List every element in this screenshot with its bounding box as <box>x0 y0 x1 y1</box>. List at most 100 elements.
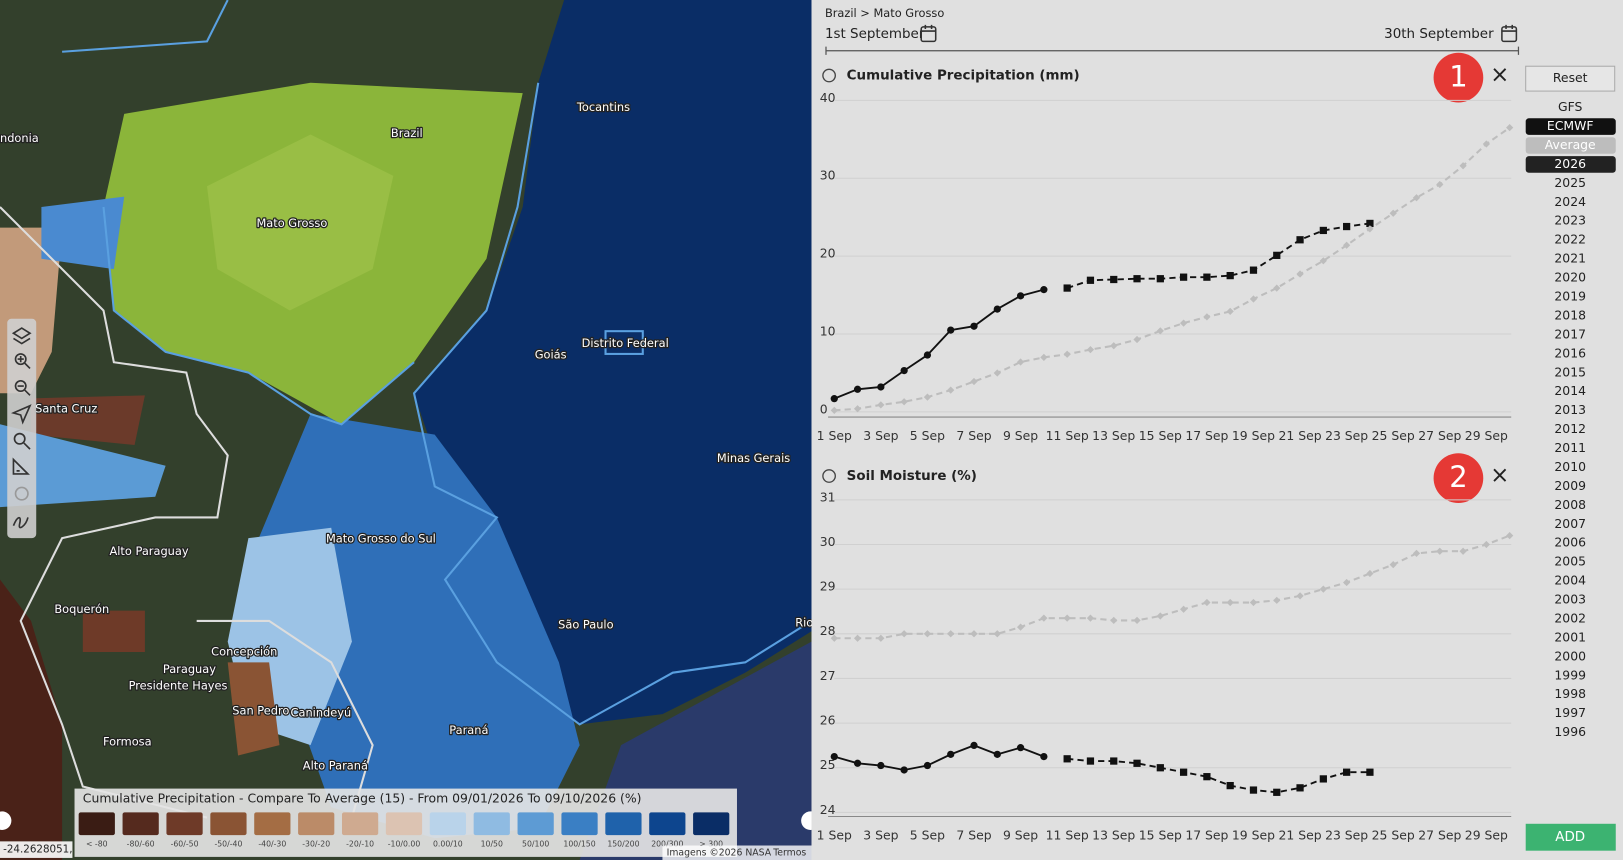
sidebar-item[interactable]: 1997 <box>1554 705 1586 720</box>
sidebar-item[interactable]: GFS <box>1558 99 1583 114</box>
legend-label: -20/-10 <box>346 839 374 848</box>
sidebar-item[interactable]: 2002 <box>1554 610 1586 625</box>
sidebar-item[interactable]: 2016 <box>1554 345 1586 360</box>
sidebar-item[interactable]: 2006 <box>1554 535 1586 550</box>
sidebar-item[interactable]: 2024 <box>1554 194 1586 209</box>
zoom-in-tool[interactable] <box>14 353 27 366</box>
date-slider[interactable] <box>825 46 1520 55</box>
series-line <box>1066 222 1371 289</box>
sidebar-item[interactable]: ECMWF <box>1547 118 1594 133</box>
data-point <box>853 385 862 393</box>
sidebar-item[interactable]: 2001 <box>1554 629 1586 644</box>
data-point <box>923 351 932 359</box>
sidebar-item[interactable]: 2015 <box>1554 364 1586 379</box>
legend-swatch[interactable] <box>78 812 115 836</box>
sidebar-item[interactable]: 2009 <box>1554 478 1586 493</box>
sidebar-item[interactable]: 2023 <box>1554 213 1586 228</box>
legend-swatch[interactable] <box>341 812 379 836</box>
sidebar-selected[interactable] <box>1525 118 1616 135</box>
close-button[interactable]: × <box>1490 62 1509 88</box>
legend-swatch[interactable] <box>517 812 554 836</box>
add-button[interactable] <box>1525 823 1616 851</box>
sidebar-item[interactable]: 2003 <box>1554 592 1586 607</box>
y-tick-label: 10 <box>820 323 836 338</box>
draw-tool[interactable] <box>12 516 29 529</box>
data-point <box>1273 284 1281 292</box>
data-point <box>947 386 955 394</box>
sidebar-item[interactable]: 1996 <box>1554 724 1586 739</box>
legend-swatch[interactable] <box>385 812 423 836</box>
sidebar-item[interactable]: 2007 <box>1554 516 1586 531</box>
sidebar-item[interactable]: 2011 <box>1554 440 1586 455</box>
x-tick-label: 21 Sep <box>1278 428 1321 443</box>
zoom-out-tool[interactable] <box>14 380 27 393</box>
legend-swatch[interactable] <box>473 812 510 836</box>
sidebar-item[interactable]: 2000 <box>1554 648 1586 663</box>
legend-swatch[interactable] <box>210 812 247 836</box>
sidebar-item[interactable]: 2010 <box>1554 459 1586 474</box>
x-tick-label: 29 Sep <box>1465 828 1508 843</box>
data-point <box>1273 788 1281 796</box>
layers-tool[interactable] <box>11 327 32 345</box>
data-point <box>1249 295 1258 303</box>
sidebar-item[interactable]: 2026 <box>1554 156 1586 171</box>
legend-swatch[interactable] <box>298 812 335 836</box>
sidebar-item[interactable]: 2017 <box>1554 326 1586 341</box>
x-tick-label: 27 Sep <box>1418 828 1461 843</box>
sidebar-item[interactable]: 2004 <box>1554 573 1586 588</box>
data-point <box>1436 180 1444 189</box>
legend-swatch[interactable] <box>649 812 686 836</box>
legend-swatch[interactable] <box>166 812 203 836</box>
y-tick-label: 0 <box>820 401 828 416</box>
close-button[interactable]: × <box>1490 463 1509 489</box>
sidebar-item[interactable]: 2008 <box>1554 497 1586 512</box>
data-point <box>1203 313 1211 321</box>
sidebar-item[interactable]: 2012 <box>1554 421 1586 436</box>
sidebar-item[interactable]: 2025 <box>1554 175 1586 190</box>
sidebar-item[interactable]: 2018 <box>1554 307 1586 322</box>
sidebar-item[interactable]: 2019 <box>1554 289 1586 304</box>
end-date[interactable]: 30th September <box>1384 27 1494 42</box>
calendar-icon[interactable] <box>920 26 937 43</box>
border <box>0 206 229 819</box>
data-point <box>970 630 978 638</box>
border <box>62 0 229 53</box>
sidebar-item[interactable]: 2013 <box>1554 402 1586 417</box>
legend-swatch[interactable] <box>605 812 642 836</box>
legend-swatch[interactable] <box>693 812 730 836</box>
data-point <box>1343 578 1351 587</box>
sidebar-selected[interactable] <box>1525 156 1616 173</box>
data-point <box>993 369 1001 377</box>
legend-swatch[interactable] <box>429 812 466 836</box>
calendar-icon[interactable] <box>1501 26 1518 43</box>
sidebar-item[interactable]: 1999 <box>1554 667 1586 682</box>
map[interactable]: ndonia Brazil Mato Grosso Tocantins Goiás Dis… <box>0 0 820 860</box>
measure-tool[interactable] <box>12 457 30 475</box>
data-point <box>1110 616 1118 625</box>
target-tool[interactable] <box>14 486 29 501</box>
collapse-left[interactable] <box>0 811 12 830</box>
sidebar-item[interactable]: 2014 <box>1554 383 1586 398</box>
search-tool[interactable] <box>13 432 26 445</box>
sidebar-selected[interactable] <box>1525 137 1616 154</box>
legend-swatch[interactable] <box>561 812 598 836</box>
breadcrumb[interactable]: Brazil > Mato Grosso <box>825 6 944 20</box>
sidebar-item[interactable]: Average <box>1545 137 1596 152</box>
sidebar-item[interactable]: 2021 <box>1554 251 1586 266</box>
locate-tool[interactable] <box>11 404 32 425</box>
sidebar-item[interactable]: 2005 <box>1554 554 1586 569</box>
start-date[interactable]: 1st September <box>825 27 925 42</box>
data-point <box>1482 540 1490 549</box>
sidebar-item[interactable]: 1998 <box>1554 686 1586 701</box>
sidebar-item[interactable]: 2022 <box>1554 232 1586 247</box>
legend-swatch[interactable] <box>254 812 291 836</box>
sidebar-item[interactable]: 2020 <box>1554 270 1586 285</box>
legend-swatch[interactable] <box>122 812 159 836</box>
map-label: Canindeyú <box>291 706 352 720</box>
reset-button[interactable] <box>1525 65 1616 92</box>
map-label: Paraná <box>449 723 488 737</box>
collapse-right[interactable] <box>801 811 820 830</box>
terms-link[interactable]: Termos <box>772 847 806 858</box>
